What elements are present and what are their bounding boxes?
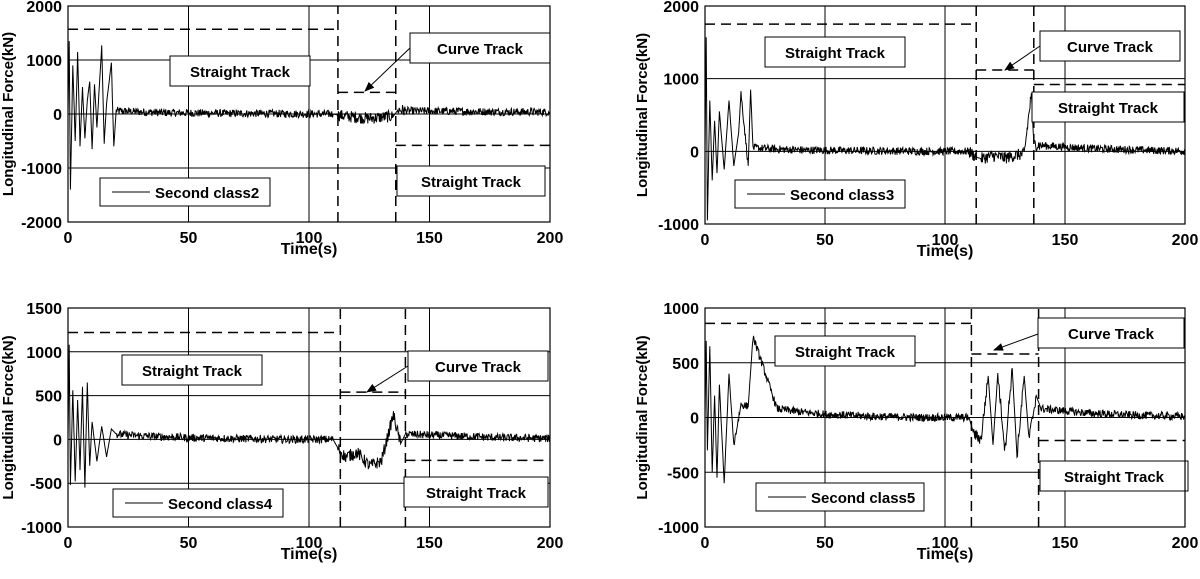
annotation-label: Straight Track bbox=[795, 344, 896, 361]
x-tick-label: 0 bbox=[64, 230, 73, 247]
y-tick-label: -1000 bbox=[658, 217, 699, 234]
legend-label: Second class4 bbox=[168, 496, 273, 513]
annotation-box bbox=[409, 32, 551, 64]
annotation-box bbox=[774, 335, 916, 367]
y-tick-label: 2000 bbox=[663, 0, 699, 16]
series-line-second-class2 bbox=[67, 41, 551, 190]
y-tick-label: 0 bbox=[690, 144, 699, 161]
annotation-box bbox=[403, 476, 549, 508]
y-tick-label: 1000 bbox=[26, 345, 62, 362]
annotation-box bbox=[407, 350, 549, 382]
chart-panel-4: 0 50 100 150 200 -1000 -500 0 500 1000 Time(s) Long… bbox=[634, 301, 1198, 563]
x-tick-label: 150 bbox=[416, 230, 443, 247]
annotation-label: Straight Track bbox=[421, 174, 522, 191]
y-axis-label: Longitudinal Force(kN) bbox=[0, 335, 17, 499]
plot-frame bbox=[67, 5, 551, 223]
x-tick-label: 150 bbox=[416, 535, 443, 552]
series-line-second-class3 bbox=[704, 37, 1186, 221]
plot-frame bbox=[67, 307, 551, 528]
plot-frame bbox=[704, 307, 1186, 528]
y-tick-label: -1000 bbox=[658, 520, 699, 537]
annotation-box bbox=[1037, 317, 1185, 349]
annotation-label: Curve Track bbox=[1068, 326, 1155, 343]
y-tick-label: 0 bbox=[53, 107, 62, 124]
y-tick-label: 500 bbox=[35, 389, 62, 406]
chart-panel-2: 0 50 100 150 200-1000010002000Time(s)Longitu… bbox=[634, 0, 1198, 260]
x-tick-label: 0 bbox=[701, 232, 710, 249]
series-line-second-class5 bbox=[704, 335, 1186, 484]
x-tick-label: 0 bbox=[64, 535, 73, 552]
annotation-label: Straight Track bbox=[785, 45, 886, 62]
annotation-label: Straight Track bbox=[142, 363, 243, 380]
x-tick-label: 200 bbox=[537, 535, 564, 552]
x-tick-label: 200 bbox=[537, 230, 564, 247]
y-tick-label: -500 bbox=[30, 476, 62, 493]
x-axis-label: Time(s) bbox=[917, 546, 974, 563]
legend-label: Second class3 bbox=[790, 187, 894, 204]
x-tick-label: 0 bbox=[701, 535, 710, 552]
x-tick-label: 100 bbox=[296, 535, 323, 552]
annotation-box bbox=[764, 36, 906, 68]
plot-frame bbox=[704, 5, 1186, 225]
x-tick-label: 150 bbox=[1052, 232, 1079, 249]
x-tick-label: 200 bbox=[1172, 535, 1199, 552]
annotation-box bbox=[169, 55, 311, 87]
annotation-label: Straight Track bbox=[426, 485, 527, 502]
x-axis-label: Time(s) bbox=[281, 546, 338, 563]
x-axis-label: Time(s) bbox=[917, 243, 974, 260]
x-tick-label: 50 bbox=[816, 232, 834, 249]
annotation-label: Curve Track bbox=[1067, 39, 1154, 56]
x-tick-label: 100 bbox=[932, 535, 959, 552]
x-tick-label: 50 bbox=[816, 535, 834, 552]
y-tick-label: 1000 bbox=[663, 301, 699, 318]
x-tick-label: 150 bbox=[1052, 535, 1079, 552]
curve-track-arrow bbox=[366, 365, 409, 393]
x-tick-label: 100 bbox=[296, 230, 323, 247]
y-tick-label: 0 bbox=[690, 411, 699, 428]
x-tick-label: 50 bbox=[180, 230, 198, 247]
y-tick-label: 500 bbox=[672, 356, 699, 373]
annotation-label: Curve Track bbox=[435, 359, 522, 376]
chart-panel-1: 0 50 100 150 200 -2000 -1000 0 1000 2000 Time(s) Lo… bbox=[0, 0, 563, 258]
x-tick-label: 50 bbox=[180, 535, 198, 552]
annotation-box bbox=[1031, 91, 1185, 123]
annotation-box bbox=[1039, 30, 1181, 62]
y-tick-label: -1000 bbox=[21, 520, 62, 537]
y-axis-label: Longitudinal Force(kN) bbox=[0, 32, 17, 196]
y-tick-label: 1500 bbox=[26, 301, 62, 318]
curve-track-arrow bbox=[993, 333, 1039, 351]
legend-label: Second class5 bbox=[811, 490, 915, 507]
y-tick-label: -1000 bbox=[21, 161, 62, 178]
y-tick-label: 0 bbox=[53, 432, 62, 449]
annotation-box bbox=[121, 354, 263, 386]
y-tick-label: 1000 bbox=[663, 72, 699, 89]
annotation-label: Straight Track bbox=[1058, 100, 1159, 117]
annotation-label: Straight Track bbox=[1064, 469, 1165, 486]
y-tick-label: 2000 bbox=[26, 0, 62, 16]
series-line-second-class4 bbox=[67, 344, 551, 488]
annotation-box bbox=[1039, 460, 1189, 492]
curve-track-arrow bbox=[1004, 45, 1041, 71]
y-tick-label: -500 bbox=[667, 465, 699, 482]
curve-track-arrow bbox=[364, 47, 411, 92]
y-axis-label: Longitudinal Force(kN) bbox=[634, 33, 651, 197]
annotation-label: Straight Track bbox=[190, 64, 291, 81]
y-tick-label: -2000 bbox=[21, 215, 62, 232]
legend-label: Second class2 bbox=[155, 185, 259, 202]
y-axis-label: Longitudinal Force(kN) bbox=[634, 335, 651, 499]
x-axis-label: Time(s) bbox=[281, 241, 338, 258]
x-tick-label: 100 bbox=[932, 232, 959, 249]
annotation-box bbox=[396, 165, 546, 197]
annotation-label: Curve Track bbox=[437, 41, 524, 58]
chart-panel-3: 0 50 100 150 200 -1000 -500 0 500 1000 1500 Time(s)… bbox=[0, 301, 563, 563]
y-tick-label: 1000 bbox=[26, 53, 62, 70]
x-tick-label: 200 bbox=[1172, 232, 1199, 249]
